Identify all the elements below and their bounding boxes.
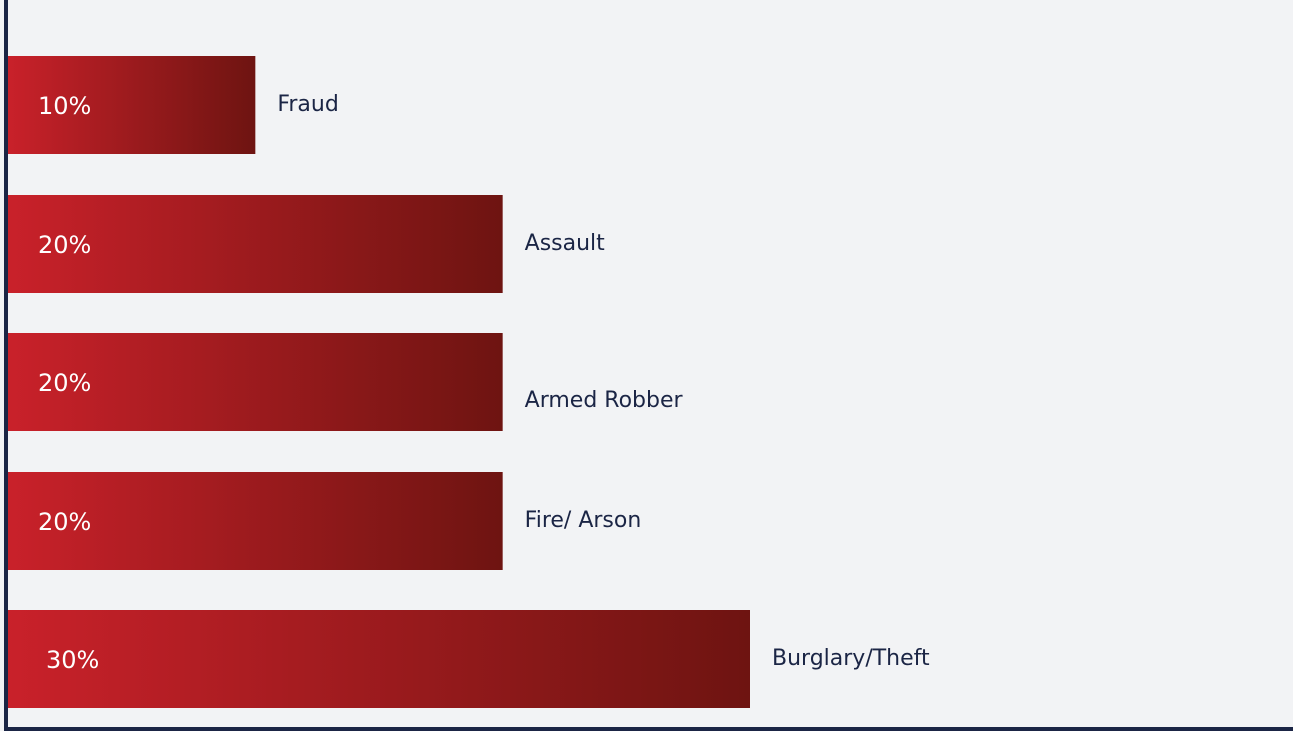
bar-value-label: 20%: [38, 369, 91, 397]
bar-assault: [8, 195, 503, 293]
bar-value-label: 20%: [38, 231, 91, 259]
bars-group: 10% Fraud 20% Assault 20% Armed Robber 20% Fire…: [8, 56, 930, 708]
bar-value-label: 20%: [38, 508, 91, 536]
bar-category-label: Fraud: [277, 92, 339, 117]
bar-category-label: Armed Robber: [525, 388, 684, 413]
bar-armed-robber: [8, 333, 503, 431]
bar-category-label: Fire/ Arson: [525, 508, 642, 533]
bar-category-label: Burglary/Theft: [772, 646, 930, 671]
bar-value-label: 10%: [38, 92, 91, 120]
bar-burglary-theft: [8, 610, 750, 708]
bar-fraud: [8, 56, 256, 154]
bar-category-label: Assault: [525, 231, 606, 256]
bar-fire-arson: [8, 472, 503, 570]
bar-value-label: 30%: [46, 646, 99, 674]
